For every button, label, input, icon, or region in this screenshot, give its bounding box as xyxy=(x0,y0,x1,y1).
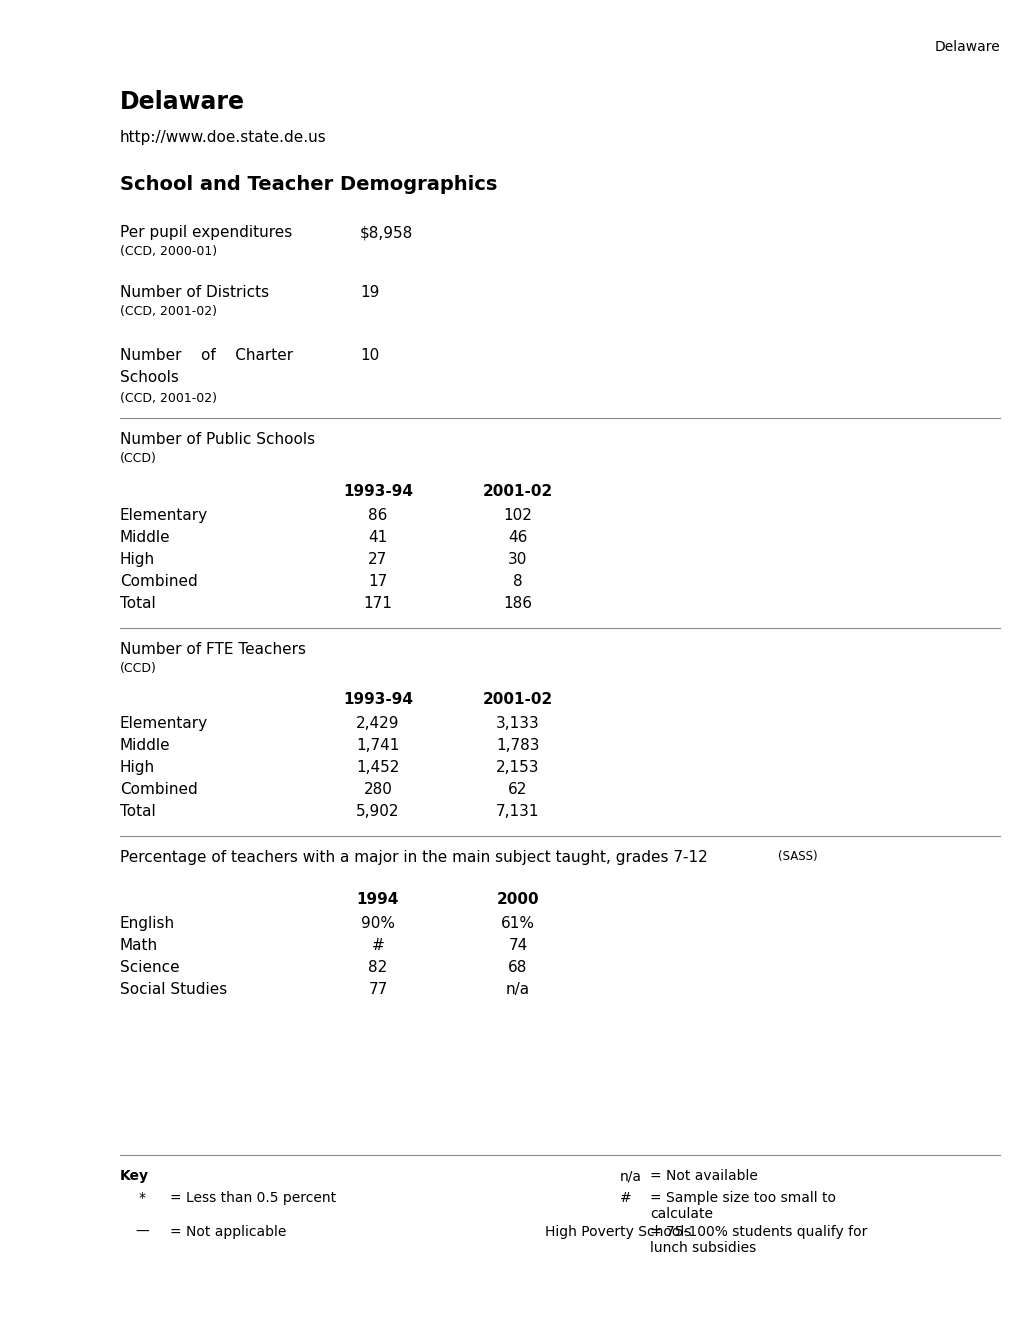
Text: 1,741: 1,741 xyxy=(356,738,399,752)
Text: 186: 186 xyxy=(503,597,532,611)
Text: Combined: Combined xyxy=(120,781,198,797)
Text: —: — xyxy=(135,1225,149,1239)
Text: English: English xyxy=(120,916,175,931)
Text: n/a: n/a xyxy=(620,1170,641,1183)
Text: Key: Key xyxy=(120,1170,149,1183)
Text: 86: 86 xyxy=(368,508,387,523)
Text: Delaware: Delaware xyxy=(933,40,999,54)
Text: 30: 30 xyxy=(507,552,527,568)
Text: 1993-94: 1993-94 xyxy=(342,692,413,708)
Text: High: High xyxy=(120,760,155,775)
Text: 280: 280 xyxy=(363,781,392,797)
Text: 2001-02: 2001-02 xyxy=(482,484,552,499)
Text: lunch subsidies: lunch subsidies xyxy=(649,1241,755,1255)
Text: High: High xyxy=(120,552,155,568)
Text: = Not available: = Not available xyxy=(649,1170,757,1183)
Text: 61%: 61% xyxy=(500,916,535,931)
Text: = Not applicable: = Not applicable xyxy=(170,1225,286,1239)
Text: 27: 27 xyxy=(368,552,387,568)
Text: 62: 62 xyxy=(507,781,527,797)
Text: Number of FTE Teachers: Number of FTE Teachers xyxy=(120,642,306,657)
Text: Percentage of teachers with a major in the main subject taught, grades 7-12: Percentage of teachers with a major in t… xyxy=(120,850,707,865)
Text: 10: 10 xyxy=(360,348,379,363)
Text: 1,452: 1,452 xyxy=(356,760,399,775)
Text: 102: 102 xyxy=(503,508,532,523)
Text: Combined: Combined xyxy=(120,574,198,589)
Text: http://www.doe.state.de.us: http://www.doe.state.de.us xyxy=(120,129,326,145)
Text: 77: 77 xyxy=(368,982,387,997)
Text: School and Teacher Demographics: School and Teacher Demographics xyxy=(120,176,497,194)
Text: High Poverty Schools: High Poverty Schools xyxy=(544,1225,691,1239)
Text: 82: 82 xyxy=(368,960,387,975)
Text: 2001-02: 2001-02 xyxy=(482,692,552,708)
Text: 2,153: 2,153 xyxy=(496,760,539,775)
Text: *: * xyxy=(139,1191,146,1205)
Text: n/a: n/a xyxy=(505,982,530,997)
Text: 1,783: 1,783 xyxy=(496,738,539,752)
Text: Delaware: Delaware xyxy=(120,90,245,114)
Text: 171: 171 xyxy=(363,597,392,611)
Text: 3,133: 3,133 xyxy=(495,715,539,731)
Text: #: # xyxy=(371,939,384,953)
Text: 90%: 90% xyxy=(361,916,394,931)
Text: 1993-94: 1993-94 xyxy=(342,484,413,499)
Text: (CCD): (CCD) xyxy=(120,663,157,675)
Text: 19: 19 xyxy=(360,285,379,300)
Text: = Sample size too small to: = Sample size too small to xyxy=(649,1191,836,1205)
Text: Middle: Middle xyxy=(120,738,170,752)
Text: = 75-100% students qualify for: = 75-100% students qualify for xyxy=(649,1225,866,1239)
Text: Total: Total xyxy=(120,804,156,818)
Text: (CCD, 2001-02): (CCD, 2001-02) xyxy=(120,305,217,318)
Text: 1994: 1994 xyxy=(357,892,398,907)
Text: Social Studies: Social Studies xyxy=(120,982,227,997)
Text: 46: 46 xyxy=(507,531,527,545)
Text: Total: Total xyxy=(120,597,156,611)
Text: 74: 74 xyxy=(507,939,527,953)
Text: (SASS): (SASS) xyxy=(777,850,817,863)
Text: 41: 41 xyxy=(368,531,387,545)
Text: 2000: 2000 xyxy=(496,892,539,907)
Text: Science: Science xyxy=(120,960,179,975)
Text: Schools: Schools xyxy=(120,370,178,385)
Text: $8,958: $8,958 xyxy=(360,224,413,240)
Text: 68: 68 xyxy=(507,960,527,975)
Text: Math: Math xyxy=(120,939,158,953)
Text: Number    of    Charter: Number of Charter xyxy=(120,348,292,363)
Text: (CCD): (CCD) xyxy=(120,451,157,465)
Text: 7,131: 7,131 xyxy=(496,804,539,818)
Text: #: # xyxy=(620,1191,631,1205)
Text: Middle: Middle xyxy=(120,531,170,545)
Text: Elementary: Elementary xyxy=(120,715,208,731)
Text: 5,902: 5,902 xyxy=(356,804,399,818)
Text: Number of Districts: Number of Districts xyxy=(120,285,269,300)
Text: Per pupil expenditures: Per pupil expenditures xyxy=(120,224,292,240)
Text: 2,429: 2,429 xyxy=(356,715,399,731)
Text: 17: 17 xyxy=(368,574,387,589)
Text: = Less than 0.5 percent: = Less than 0.5 percent xyxy=(170,1191,336,1205)
Text: (CCD, 2001-02): (CCD, 2001-02) xyxy=(120,392,217,405)
Text: (CCD, 2000-01): (CCD, 2000-01) xyxy=(120,246,217,257)
Text: 8: 8 xyxy=(513,574,523,589)
Text: calculate: calculate xyxy=(649,1206,712,1221)
Text: Elementary: Elementary xyxy=(120,508,208,523)
Text: Number of Public Schools: Number of Public Schools xyxy=(120,432,315,447)
